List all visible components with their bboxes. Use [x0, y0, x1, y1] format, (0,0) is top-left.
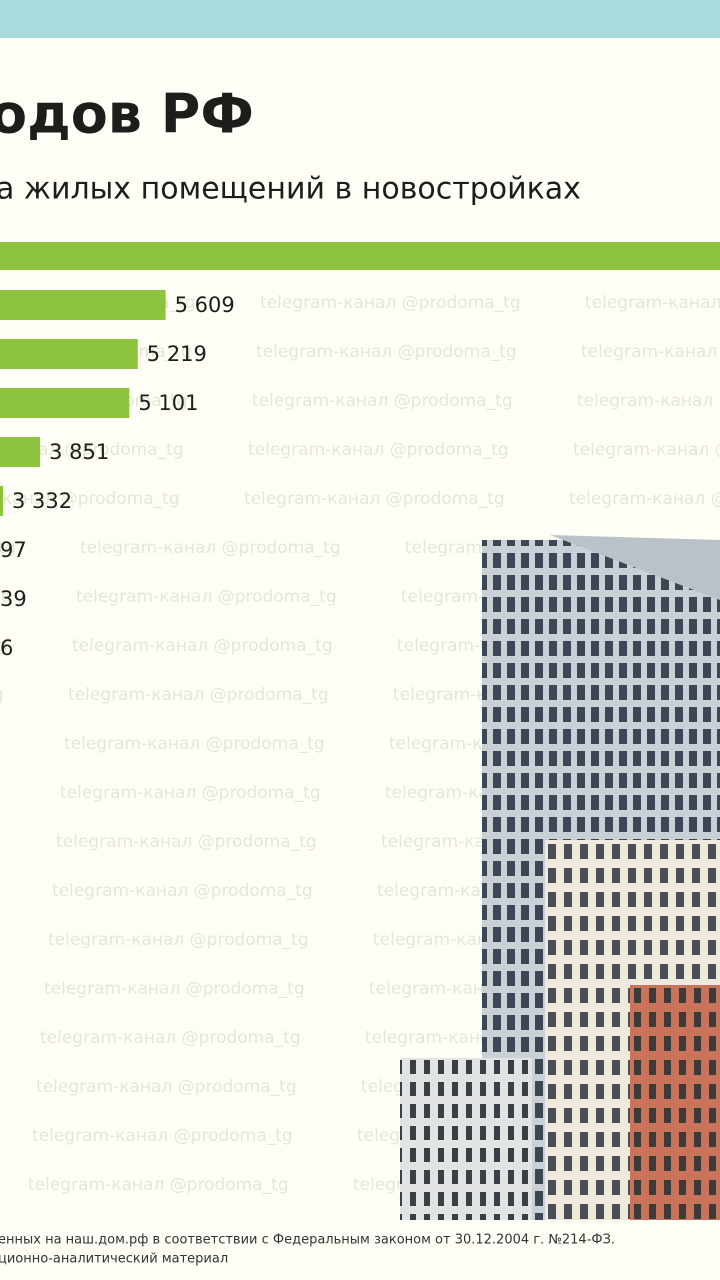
- watermark: telegram-канал @prodoma_tg: [260, 293, 521, 313]
- watermark: telegram-канал @prodoma_tg: [0, 440, 184, 460]
- watermark: telegram-канал @prodoma_tg: [80, 538, 341, 558]
- watermark: telegram-канал @prodoma_tg: [581, 342, 720, 362]
- bar: [0, 339, 138, 369]
- title: одов РФ: [0, 83, 254, 146]
- watermark: telegram-канал @prodoma_tg: [585, 293, 720, 313]
- watermark: telegram-канал @prodoma_tg: [0, 636, 8, 656]
- watermark: telegram-канал @prodoma_tg: [573, 440, 720, 460]
- watermark: telegram-канал @prodoma_tg: [28, 1175, 289, 1195]
- value-label: 3 851: [49, 440, 109, 464]
- bar: [0, 290, 166, 320]
- footer-line: ционно-аналитический материал: [0, 1252, 228, 1267]
- subtitle: а жилых помещений в новостройках: [0, 172, 581, 207]
- watermark: telegram-канал @prodoma_tg: [76, 587, 337, 607]
- value-label: 5 609: [175, 293, 235, 317]
- watermark: telegram-канал @prodoma_tg: [56, 832, 317, 852]
- value-label: 5 101: [138, 391, 198, 415]
- cropped-label: 97: [0, 538, 27, 562]
- watermark: telegram-канал @prodoma_tg: [577, 391, 720, 411]
- value-label: 5 219: [147, 342, 207, 366]
- watermark: telegram-канал @prodoma_tg: [256, 342, 517, 362]
- watermark: telegram-канал @prodoma_tg: [244, 489, 505, 509]
- header-band: [0, 242, 720, 270]
- watermark: telegram-канал @prodoma_tg: [64, 734, 325, 754]
- watermark: telegram-канал @prodoma_tg: [36, 1077, 297, 1097]
- bar: [0, 388, 130, 418]
- watermark: telegram-канал @prodoma_tg: [0, 587, 12, 607]
- bar: [0, 486, 3, 516]
- watermark: telegram-канал @prodoma_tg: [48, 930, 309, 950]
- bar: [0, 437, 41, 467]
- watermark: telegram-канал @prodoma_tg: [68, 685, 329, 705]
- watermark: telegram-канал @prodoma_tg: [32, 1126, 293, 1146]
- watermark: telegram-канал @prodoma_tg: [44, 979, 305, 999]
- watermark: telegram-канал @prodoma_tg: [569, 489, 720, 509]
- watermark: telegram-канал @prodoma_tg: [0, 685, 4, 705]
- watermark: telegram-канал @prodoma_tg: [52, 881, 313, 901]
- cropped-label: 6: [0, 636, 13, 660]
- watermark: telegram-канал @prodoma_tg: [72, 636, 333, 656]
- watermark: telegram-канал @prodoma_tg: [60, 783, 321, 803]
- footer-bg: [0, 1222, 720, 1280]
- watermark: telegram-канал @prodoma_tg: [0, 489, 180, 509]
- bars: 5 609 5 219 5 101 3 851 3 332 97 39 6: [0, 290, 235, 660]
- cropped-label: 39: [0, 587, 27, 611]
- buildings: [400, 535, 720, 1220]
- footer-line: енных на наш.дом.рф в соответствии с Фед…: [0, 1233, 615, 1248]
- value-label: 3 332: [12, 489, 72, 513]
- watermark: telegram-канал @prodoma_tg: [248, 440, 509, 460]
- watermark: telegram-канал @prodoma_tg: [40, 1028, 301, 1048]
- top-band: [0, 0, 720, 38]
- watermark: telegram-канал @prodoma_tg: [0, 538, 16, 558]
- watermark: telegram-канал @prodoma_tg: [252, 391, 513, 411]
